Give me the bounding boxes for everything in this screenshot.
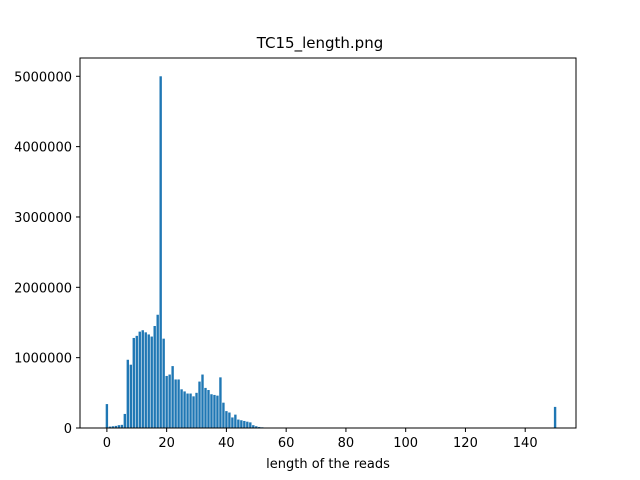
bar [177, 379, 180, 428]
bar [111, 426, 115, 428]
x-tick-label: 0 [103, 436, 111, 451]
y-tick-label: 4000000 [14, 141, 72, 156]
bar [234, 414, 237, 428]
bar [159, 76, 162, 428]
bar [186, 393, 189, 428]
bar [168, 374, 171, 428]
bar [252, 425, 255, 428]
bar [174, 379, 177, 428]
bar [192, 396, 195, 428]
bar [162, 338, 165, 428]
x-tick-label: 80 [338, 436, 355, 451]
y-tick-label: 5000000 [14, 70, 72, 85]
bar [165, 375, 168, 428]
bar [219, 377, 222, 428]
bar [156, 314, 159, 428]
y-axis: 0 1000000 2000000 3000000 4000000 5000000 [14, 70, 80, 437]
y-tick-label: 0 [64, 422, 72, 437]
bar [240, 420, 243, 428]
y-tick-label: 3000000 [14, 211, 72, 226]
bar [120, 424, 124, 428]
bar [126, 359, 130, 428]
bar [246, 421, 249, 428]
x-tick-label: 60 [278, 436, 295, 451]
bar [180, 389, 183, 428]
bar [249, 422, 252, 428]
y-tick-label: 1000000 [14, 352, 72, 367]
bar [138, 331, 141, 428]
bar [231, 417, 234, 428]
bar [150, 336, 153, 428]
bar [222, 402, 225, 428]
bar [198, 381, 201, 428]
bar [237, 419, 240, 428]
bar [105, 404, 109, 428]
bar [225, 411, 228, 428]
x-tick-label: 20 [158, 436, 175, 451]
bar [123, 413, 127, 428]
bar [553, 406, 557, 428]
bar [255, 426, 258, 428]
bar [117, 425, 121, 428]
bar [216, 395, 219, 428]
bar [171, 366, 174, 428]
bar [108, 426, 112, 428]
bar [204, 387, 207, 428]
y-tick-label: 2000000 [14, 281, 72, 296]
bars [105, 76, 557, 428]
bar [129, 364, 132, 428]
plot-frame [79, 57, 577, 429]
bar [210, 394, 213, 428]
bar [114, 425, 118, 428]
bar [135, 335, 138, 428]
bar [189, 393, 192, 428]
x-tick-label: 140 [513, 436, 538, 451]
x-tick-label: 40 [218, 436, 235, 451]
chart-title: TC15_length.png [256, 34, 383, 53]
bar [153, 326, 156, 428]
x-axis-label: length of the reads [266, 457, 390, 472]
bar [147, 334, 150, 428]
bar [141, 330, 144, 428]
x-axis: 0 20 40 60 80 100 120 140 [103, 428, 538, 451]
bar [258, 426, 261, 428]
bar [195, 392, 198, 428]
bar [207, 390, 210, 428]
bar [243, 420, 246, 428]
bar [132, 337, 135, 428]
x-tick-label: 120 [453, 436, 478, 451]
bar [228, 412, 231, 428]
x-tick-label: 100 [393, 436, 418, 451]
bar [213, 394, 216, 428]
bar [144, 332, 147, 428]
bar [183, 391, 186, 428]
bar [201, 374, 204, 428]
